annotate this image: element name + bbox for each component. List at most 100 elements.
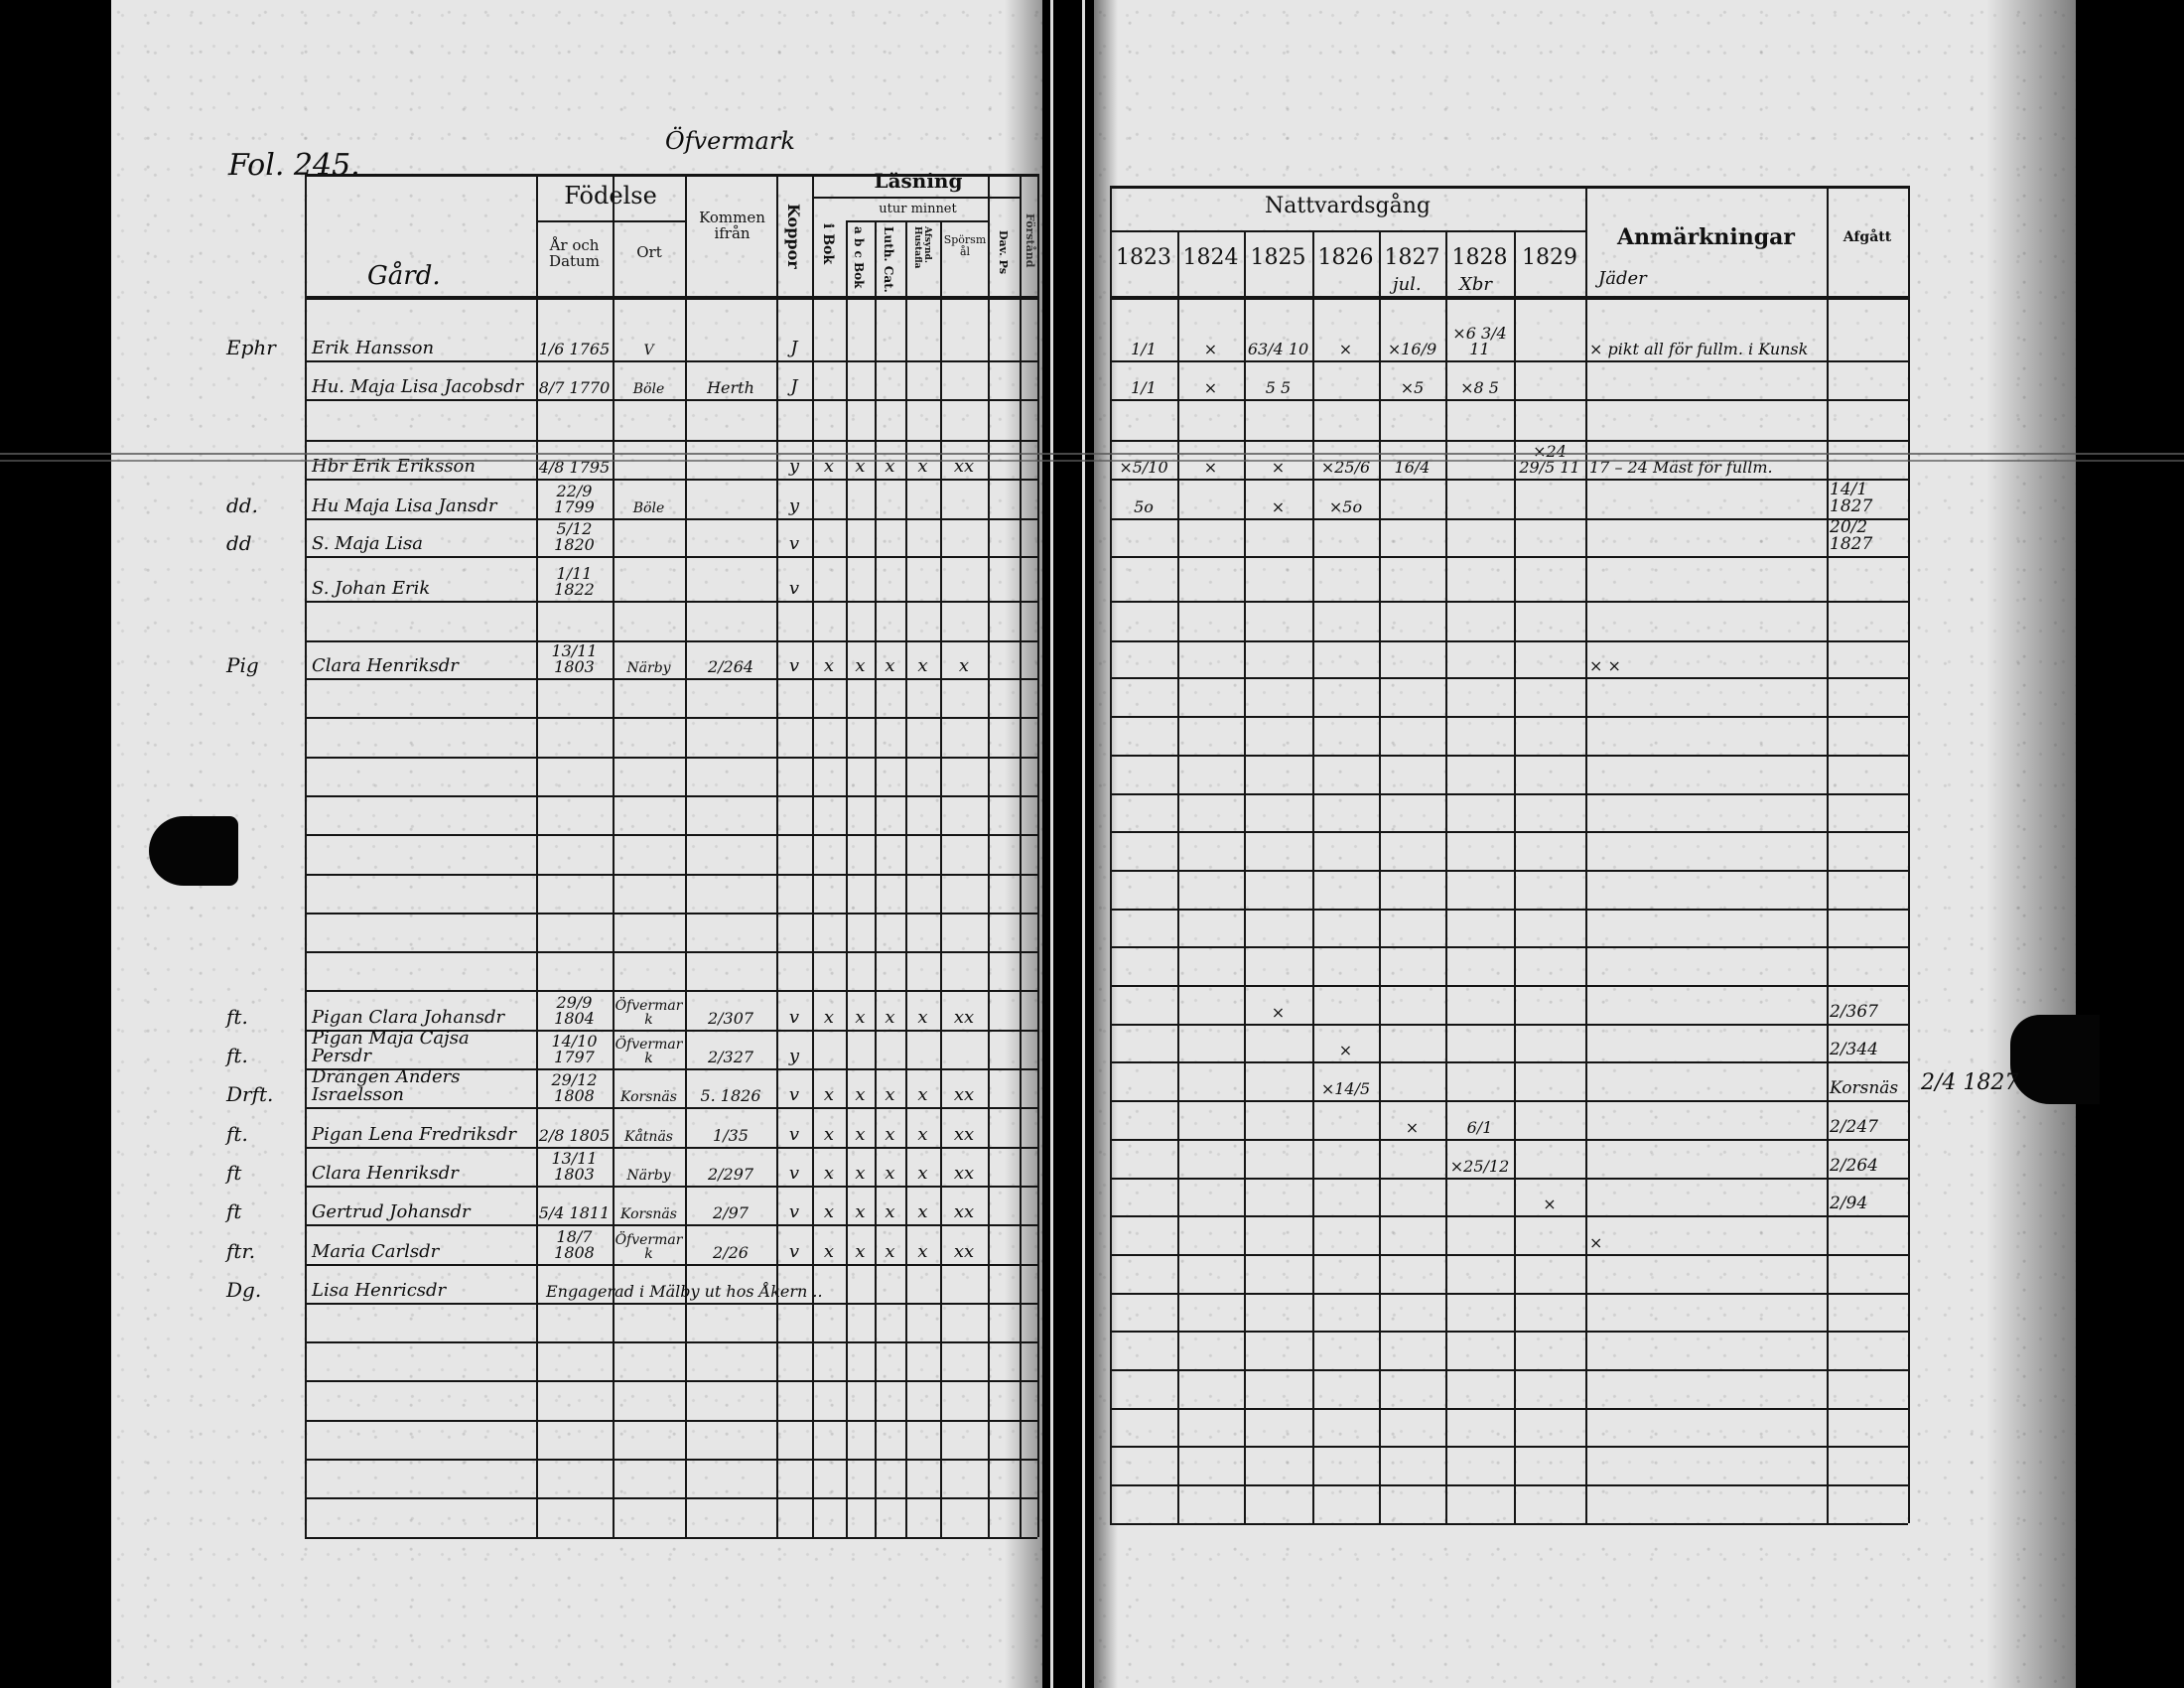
- reading-mark: x: [885, 655, 895, 676]
- reading-mark: xx: [953, 1201, 975, 1222]
- right-row-rule: [1110, 1215, 1908, 1217]
- birth-header: Födelse: [564, 182, 657, 210]
- reading-mark: xx: [953, 1241, 975, 1262]
- reading-mark: x: [855, 1163, 866, 1184]
- communion-mark: ×: [1338, 1041, 1353, 1059]
- reading-mark: x: [855, 655, 866, 676]
- left-row-rule: [305, 1420, 1037, 1422]
- person-name: Pigan Clara Johansdr: [312, 1007, 505, 1028]
- scan-fold-line: [0, 453, 2184, 462]
- birth-place: Böle: [632, 381, 665, 397]
- left-column-rule: [776, 174, 778, 1537]
- communion-mark: ×: [1405, 1118, 1420, 1137]
- left-row-rule: [305, 1186, 1037, 1188]
- right-row-rule: [1110, 1523, 1908, 1525]
- came-from: 2/97: [713, 1203, 749, 1222]
- right-column-rule: [1827, 186, 1829, 1523]
- reading-mark: x: [917, 1007, 928, 1028]
- left-row-rule: [305, 1497, 1037, 1499]
- came-from: 2/26: [713, 1243, 749, 1262]
- reading-mark: x: [885, 1163, 895, 1184]
- margin-note: ft.: [226, 1044, 248, 1067]
- smallpox-mark: J: [790, 376, 798, 397]
- smallpox-mark: y: [788, 495, 800, 516]
- left-column-rule: [536, 174, 538, 1537]
- birth-date: 5/12 1820: [554, 519, 595, 554]
- person-name: Hbr Erik Eriksson: [312, 456, 476, 477]
- right-row-rule: [1110, 1139, 1908, 1141]
- birth-place: Kåtnäs: [624, 1129, 673, 1145]
- remarks-header: Anmärkningar: [1616, 224, 1795, 250]
- right-column-rule: [1110, 186, 1112, 1523]
- smallpox-mark: y: [788, 456, 800, 477]
- departed-header: Afgått: [1843, 229, 1892, 245]
- right-row-rule: [1110, 1024, 1908, 1026]
- person-name: Maria Carlsdr: [312, 1241, 440, 1262]
- right-row-rule: [1110, 870, 1908, 872]
- left-row-rule: [305, 1030, 1037, 1032]
- departed-value: 2/344: [1830, 1040, 1878, 1059]
- year-header-1827: 1827: [1384, 245, 1440, 270]
- remark-text: ×: [1589, 1233, 1603, 1252]
- in-book-header: i Bok: [820, 223, 836, 265]
- margin-note: Drft.: [226, 1082, 274, 1106]
- right-row-rule: [1110, 399, 1908, 401]
- right-column-rule: [1379, 230, 1381, 1523]
- outside-departure-note: 2/4 1827: [1921, 1070, 2019, 1095]
- communion-mark: 1/1: [1131, 340, 1157, 358]
- communion-mark: ×25/6: [1320, 458, 1371, 477]
- smallpox-mark: v: [788, 533, 800, 554]
- year-note: Xbr: [1459, 274, 1492, 295]
- dav-ps-header: Dav. Ps: [997, 230, 1010, 275]
- reading-mark: x: [823, 1007, 835, 1028]
- luth-cat-header: Luth. Cat.: [882, 226, 895, 293]
- birth-place: Öfvermark: [614, 1037, 683, 1066]
- birth-date-header: År och Datum: [549, 236, 600, 270]
- reading-mark: x: [917, 1163, 928, 1184]
- right-column-rule: [1244, 230, 1246, 1523]
- communion-mark: ×: [1203, 378, 1218, 397]
- reading-mark: x: [823, 655, 835, 676]
- hustafla-header: Afsynd. Hustafla: [912, 226, 932, 269]
- left-column-rule: [940, 221, 942, 1537]
- communion-mark: 1/1: [1131, 378, 1157, 397]
- came-from: 5. 1826: [700, 1086, 761, 1105]
- left-row-rule: [305, 1147, 1037, 1149]
- birth-place: Öfvermark: [614, 998, 683, 1028]
- birth-place: Korsnäs: [620, 1089, 677, 1105]
- reading-mark: x: [885, 1241, 895, 1262]
- right-column-rule: [1445, 230, 1447, 1523]
- left-row-rule: [305, 399, 1037, 401]
- left-row-rule: [305, 479, 1037, 481]
- person-name: Lisa Henricsdr: [312, 1280, 447, 1301]
- smallpox-mark: v: [788, 1241, 800, 1262]
- right-row-rule: [1110, 556, 1908, 558]
- communion-mark: ×14/5: [1320, 1079, 1371, 1098]
- smallpox-mark: v: [788, 1124, 800, 1145]
- right-row-rule: [1110, 677, 1908, 679]
- came-from: 2/327: [707, 1048, 754, 1066]
- left-row-rule: [305, 1224, 1037, 1226]
- person-name: Hu Maja Lisa Jansdr: [312, 495, 497, 516]
- remark-text: 17 – 24 Mäst för fullm.: [1589, 458, 1773, 477]
- birth-date: 1/11 1822: [554, 564, 595, 599]
- margin-note: ft.: [226, 1005, 248, 1029]
- left-row-rule: [305, 1537, 1037, 1539]
- came-from: 1/35: [713, 1126, 749, 1145]
- reading-mark: x: [885, 1201, 895, 1222]
- birth-date: 1/6 1765: [538, 340, 611, 358]
- left-row-rule: [305, 1107, 1037, 1109]
- reading-mark: x: [917, 1124, 928, 1145]
- communion-mark: ×: [1203, 340, 1218, 358]
- reading-mark: x: [885, 1084, 895, 1105]
- birth-date: 22/9 1799: [554, 482, 595, 516]
- left-column-rule: [988, 174, 990, 1537]
- birth-date: 8/7 1770: [538, 378, 611, 397]
- communion-mark: ×5/10: [1119, 458, 1168, 477]
- birth-place: Närby: [626, 660, 671, 676]
- right-row-rule: [1110, 296, 1908, 300]
- reading-mark: x: [823, 1241, 835, 1262]
- remarks-note: Jäder: [1598, 268, 1647, 289]
- margin-note: dd.: [226, 493, 258, 517]
- reading-mark: x: [885, 1007, 895, 1028]
